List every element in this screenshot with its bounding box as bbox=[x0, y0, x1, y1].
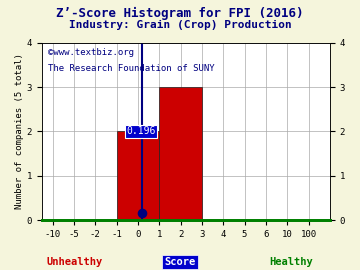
Text: Score: Score bbox=[165, 257, 195, 267]
Text: Healthy: Healthy bbox=[269, 257, 313, 267]
Text: 0.196: 0.196 bbox=[126, 126, 156, 136]
Y-axis label: Number of companies (5 total): Number of companies (5 total) bbox=[15, 53, 24, 209]
Text: Unhealthy: Unhealthy bbox=[47, 257, 103, 267]
Text: The Research Foundation of SUNY: The Research Foundation of SUNY bbox=[48, 64, 214, 73]
Bar bbox=[159, 87, 202, 220]
Point bbox=[139, 211, 145, 215]
Text: ©www.textbiz.org: ©www.textbiz.org bbox=[48, 48, 134, 57]
Text: Industry: Grain (Crop) Production: Industry: Grain (Crop) Production bbox=[69, 20, 291, 30]
Text: Z’-Score Histogram for FPI (2016): Z’-Score Histogram for FPI (2016) bbox=[56, 7, 304, 20]
Bar bbox=[117, 131, 159, 220]
